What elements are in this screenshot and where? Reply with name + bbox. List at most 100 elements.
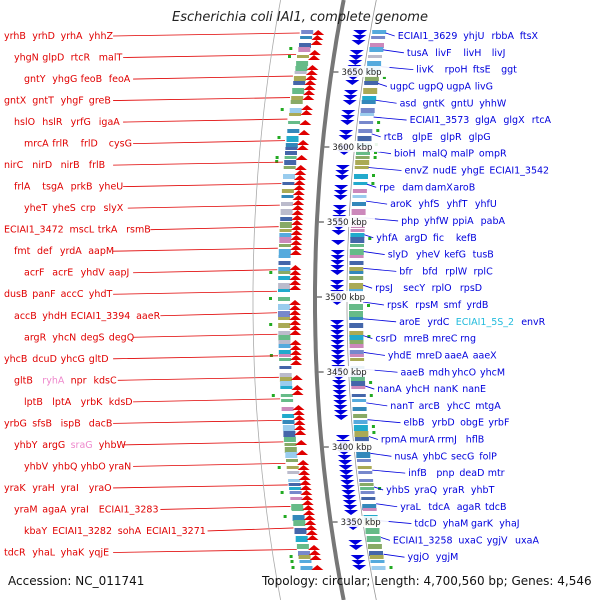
right-strand-arrow [349,545,363,550]
right-strand-arrow [332,380,346,385]
gene-label: rplC [474,266,494,277]
marker-dot [269,354,273,357]
gene-label: yrhB [4,31,26,42]
marker-dot [269,271,273,274]
gene-label: ECIAI1_3629 [398,31,458,42]
leader-line [123,441,284,446]
right-cog-block [350,377,365,382]
right-strand-arrow [338,460,353,465]
left-strand-arrow [303,510,315,515]
marker-dot [283,515,287,518]
right-cog-block [369,551,383,556]
gene-label: feoB [81,74,103,85]
leader-line [364,234,374,239]
right-strand-arrow [338,135,353,140]
right-strand-arrow [349,50,364,55]
left-cog-block [286,466,299,469]
scale-label: 3650 kbp [341,68,381,78]
gene-label: folP [479,451,497,462]
right-strand-arrow [345,80,360,85]
gene-label: malQ [422,149,447,160]
leader-line [113,549,297,553]
leader-line [112,247,278,252]
gene-label: rpsJ [375,283,393,294]
left-cog-block [299,560,312,563]
left-strand-arrow [305,75,318,80]
left-strand-arrow [289,310,301,315]
marker-dot [277,136,281,139]
right-strand-arrow [337,455,352,460]
gene-labels: yrhB yrhD yrhA yhhZ yhgN glpD rtcR malT gntY yhgG… [4,31,552,563]
leader-line [133,333,278,338]
inner-ring-arc [252,0,281,600]
leader-line [363,251,385,255]
right-strand-arrow [339,130,354,135]
gene-label: hflB [466,435,485,446]
gene-label: yrhA [61,31,83,42]
marker-dot [290,560,294,563]
gene-label: rbbA [492,31,515,42]
left-cog-block [280,217,293,221]
left-strand-arrow [302,95,315,100]
left-cog-block [278,350,291,355]
left-cog-block [280,209,293,215]
right-strand-arrow [352,35,367,40]
gene-label: hslO [14,117,35,128]
gene-label: yhdE [388,350,412,361]
scale-label: 3550 kbp [327,218,367,228]
gene-label: acrE [52,268,73,279]
gene-label: nanT [390,401,414,412]
gene-label: yhgF [61,96,84,107]
left-cog-block [293,520,306,526]
left-cog-block [283,437,296,442]
left-cog-block [278,317,291,320]
gene-label: ugpQ [418,81,444,92]
gene-label: bfr [399,266,412,277]
left-cog-block [285,143,298,148]
right-cog-block [349,249,364,255]
gene-label: rpoH [445,65,468,76]
left-strand-arrow [297,465,310,470]
left-strand-arrow [311,35,324,40]
right-cog-block [359,483,374,486]
gene-label: yhcH [406,384,430,395]
right-strand-arrow [351,40,366,45]
right-strand-arrow [351,560,366,565]
gene-label: ugpA [446,81,471,92]
gene-label: argD [405,233,428,244]
topology-text: Topology: circular; Length: 4,700,560 bp… [262,574,592,588]
gene-label: nanK [434,384,459,395]
gene-label: gntT [32,96,54,107]
gene-label: yhbO [81,461,106,472]
left-cog-block [294,71,307,74]
left-strand-arrow [289,275,302,280]
gene-label: nanA [377,384,402,395]
gene-label: yheV [416,250,440,261]
left-strand-arrow [289,305,301,310]
left-strand-arrow [312,30,325,35]
gene-label: yraI [71,504,89,515]
leader-line [373,486,384,491]
gene-label: yraR [443,485,465,496]
gene-label: mreC [432,334,458,345]
left-cog-block [282,425,295,431]
right-strand-arrow [333,410,348,415]
gene-label: rtcR [71,53,91,64]
gene-label: asd [400,98,417,109]
right-strand-arrow [352,565,367,570]
gene-label: yhdT [89,289,113,300]
right-cog-block [352,195,367,198]
left-cog-block [288,479,301,482]
leader-line [113,161,284,166]
left-strand-arrow [296,450,309,455]
left-cog-block [278,289,290,292]
marker-dot [280,491,284,494]
leader-line [377,83,388,87]
left-strand-arrow [308,50,321,55]
right-cog-block [369,47,384,52]
right-cog-block [370,560,385,563]
gene-label: ECIAI1_3542 [489,166,549,177]
gene-label: degQ [109,332,134,343]
right-cog-block [349,304,363,310]
right-strand-arrow [340,485,355,490]
